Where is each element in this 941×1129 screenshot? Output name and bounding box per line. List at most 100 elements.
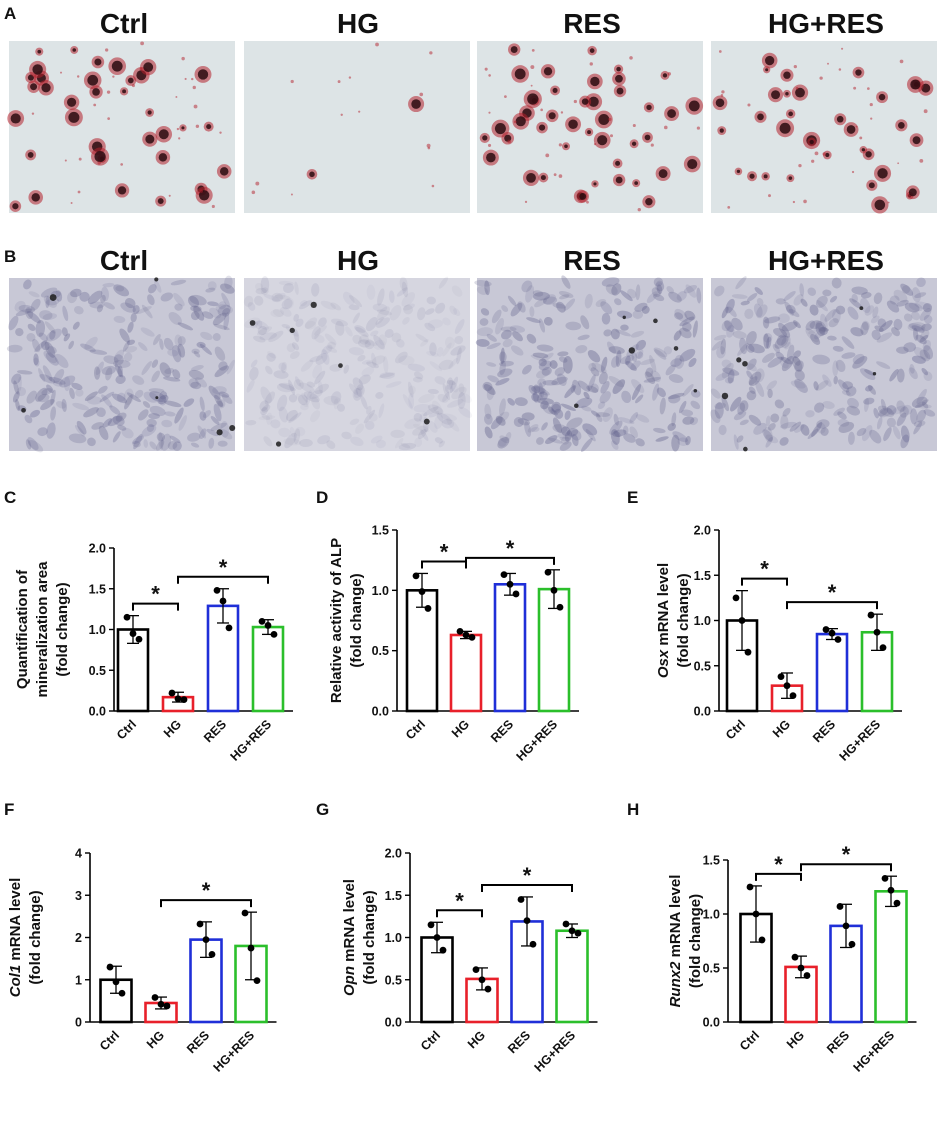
chart-g-xtick-ctrl: Ctrl bbox=[418, 1028, 443, 1053]
chart-e-point-hg bbox=[777, 673, 785, 681]
chart-h-significance-star: * bbox=[842, 842, 851, 867]
chart-c-xtick-hg: HG bbox=[161, 717, 184, 740]
chart-f-xtick-hg-res: HG+RES bbox=[211, 1028, 258, 1075]
chart-g-point-res bbox=[523, 917, 531, 924]
chart-d-xtick-ctrl: Ctrl bbox=[403, 717, 428, 742]
chart-h-ytick-label: 1.5 bbox=[703, 854, 720, 868]
chart-e-point-res bbox=[822, 626, 830, 633]
chart-d-ytick-label: 1.5 bbox=[372, 524, 389, 538]
chart-h-point-hg-res bbox=[881, 874, 889, 882]
chart-g-point-hg-res bbox=[562, 920, 570, 928]
chart-e-ytick-label: 2.0 bbox=[694, 524, 711, 538]
chart-e-ytick-label: 0.0 bbox=[694, 705, 711, 719]
panel-label-g: G bbox=[316, 800, 329, 819]
micrograph-b-res bbox=[474, 275, 703, 452]
chart-d-point-hg-res bbox=[550, 586, 558, 594]
chart-c-ytick-label: 2.0 bbox=[89, 542, 106, 556]
chart-g-ylabel-line: Opn mRNA level bbox=[341, 879, 358, 996]
chart-d-ylabel-line: (fold change) bbox=[348, 573, 365, 667]
chart-g-opn-mrna: 0.0 0.5 1.0 1.5 2.0 Opn mRNA level (fold chang… bbox=[341, 847, 598, 1075]
micrograph-a-res bbox=[477, 41, 704, 213]
row-a-header-hg: HG bbox=[337, 8, 379, 39]
row-b-header-ctrl: Ctrl bbox=[100, 245, 148, 276]
chart-c-xtick-hg-res: HG+RES bbox=[228, 717, 275, 764]
micrograph-a-hg bbox=[244, 41, 470, 213]
chart-g-point-hg bbox=[484, 985, 492, 993]
panel-label-h: H bbox=[627, 800, 639, 819]
row-a-header-res: RES bbox=[563, 8, 621, 39]
chart-h-point-ctrl bbox=[758, 936, 766, 944]
chart-g-bar-hg-res bbox=[555, 929, 589, 1024]
chart-h-xtick-res: RES bbox=[824, 1028, 852, 1056]
chart-f-point-ctrl bbox=[106, 963, 114, 971]
chart-e-significance-star: * bbox=[760, 557, 769, 582]
chart-h-ytick-label: 0.0 bbox=[703, 1016, 720, 1030]
chart-f-ytick-label: 4 bbox=[75, 847, 82, 861]
chart-f-ylabel-line: Col1 mRNA level bbox=[7, 878, 24, 998]
chart-f-point-res bbox=[202, 936, 210, 944]
chart-g-point-ctrl bbox=[439, 946, 447, 954]
chart-d-ylabel-line: Relative activity of ALP bbox=[328, 538, 345, 703]
chart-h-ylabel-line: Runx2 mRNA level bbox=[667, 875, 684, 1008]
chart-d-ytick-label: 0.5 bbox=[372, 644, 389, 658]
chart-h-xtick-hg: HG bbox=[784, 1028, 807, 1051]
row-a-micrographs bbox=[7, 41, 937, 214]
chart-g-significance-bracket bbox=[436, 909, 483, 918]
chart-e-xtick-hg: HG bbox=[770, 717, 793, 740]
chart-d-alp-activity: 0.0 0.5 1.0 1.5 Relative activity of ALP (fol… bbox=[328, 524, 579, 764]
chart-h-point-hg-res bbox=[893, 899, 901, 907]
chart-g-point-hg bbox=[478, 976, 486, 984]
chart-c-ylabel-line: mineralization area bbox=[34, 561, 51, 698]
chart-g-point-hg bbox=[472, 966, 480, 974]
chart-e-significance-bracket bbox=[786, 601, 878, 610]
chart-f-ytick-label: 2 bbox=[75, 931, 82, 945]
chart-h-runx2-mrna: 0.0 0.5 1.0 1.5 Runx2 mRNA level (fold change… bbox=[667, 842, 917, 1075]
panel-label-d: D bbox=[316, 488, 328, 507]
chart-g-point-res bbox=[517, 896, 525, 903]
chart-f-bar-ctrl bbox=[99, 978, 133, 1024]
chart-c-point-hg-res bbox=[258, 617, 266, 625]
chart-g-point-ctrl bbox=[433, 934, 441, 941]
chart-e-ytick-label: 1.0 bbox=[694, 614, 711, 628]
chart-h-significance-star: * bbox=[774, 852, 783, 877]
chart-g-point-hg-res bbox=[568, 927, 576, 935]
chart-c-mineralization: 0.0 0.5 1.0 1.5 2.0 Quantification of minerali… bbox=[14, 542, 293, 764]
chart-d-point-hg-res bbox=[544, 568, 552, 576]
row-b-micrographs bbox=[6, 275, 937, 453]
micrograph-b-hg-res bbox=[710, 276, 937, 452]
chart-c-significance-bracket bbox=[177, 575, 269, 584]
chart-e-xtick-ctrl: Ctrl bbox=[723, 717, 748, 742]
chart-h-significance-bracket bbox=[800, 863, 892, 872]
chart-h-bar-hg-res bbox=[874, 890, 908, 1024]
chart-g-xtick-res: RES bbox=[505, 1028, 533, 1056]
chart-f-xtick-res: RES bbox=[184, 1028, 212, 1056]
chart-d-point-hg bbox=[468, 633, 476, 641]
chart-c-significance-bracket bbox=[132, 602, 179, 611]
panel-label-e: E bbox=[627, 488, 638, 507]
chart-e-xtick-hg-res: HG+RES bbox=[837, 717, 884, 764]
chart-h-ytick-label: 0.5 bbox=[703, 962, 720, 976]
chart-f-point-hg bbox=[151, 994, 159, 1001]
chart-g-point-ctrl bbox=[427, 921, 435, 929]
chart-e-point-hg-res bbox=[879, 644, 887, 652]
chart-g-ytick-label: 0.5 bbox=[385, 973, 402, 987]
chart-f-point-ctrl bbox=[112, 978, 120, 986]
chart-h-point-hg bbox=[797, 964, 805, 972]
chart-g-point-hg-res bbox=[574, 929, 582, 937]
chart-g-ytick-label: 1.0 bbox=[385, 931, 402, 945]
chart-h-point-hg-res bbox=[887, 886, 895, 894]
chart-f-significance-star: * bbox=[202, 878, 211, 903]
chart-e-point-ctrl bbox=[732, 594, 740, 602]
chart-h-ylabel-line: (fold change) bbox=[687, 894, 704, 988]
chart-e-xtick-res: RES bbox=[810, 717, 838, 745]
chart-d-point-hg-res bbox=[556, 603, 564, 611]
chart-d-bar-ctrl bbox=[405, 589, 439, 713]
chart-d-point-res bbox=[500, 571, 508, 579]
chart-h-point-res bbox=[842, 922, 850, 930]
chart-c-ylabel-line: Quantification of bbox=[14, 569, 31, 689]
chart-e-bar-res bbox=[815, 632, 849, 713]
row-b-header-hg-res: HG+RES bbox=[768, 245, 884, 276]
chart-e-point-ctrl bbox=[738, 617, 746, 624]
chart-e-point-hg bbox=[789, 692, 797, 700]
chart-f-ylabel-line: (fold change) bbox=[27, 890, 44, 984]
